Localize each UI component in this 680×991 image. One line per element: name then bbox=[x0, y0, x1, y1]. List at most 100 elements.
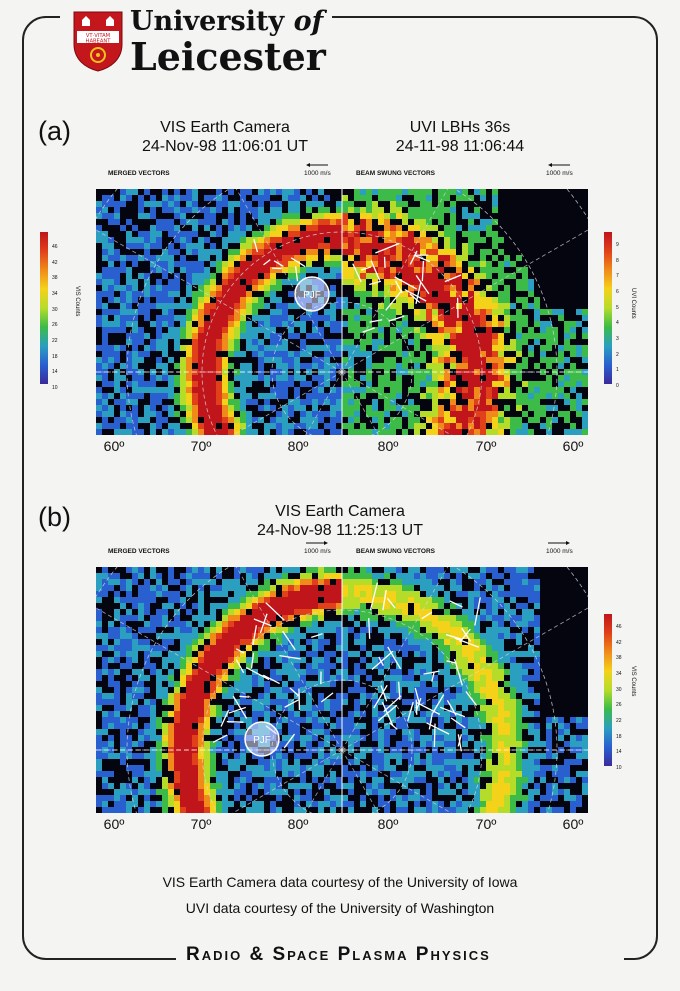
velocity-vector bbox=[409, 250, 418, 265]
panel-b-title: VIS Earth Camera 24-Nov-98 11:25:13 UT bbox=[240, 502, 440, 540]
panel-b-right-colorbar-title: VIS Counts bbox=[630, 666, 636, 697]
velocity-vector bbox=[298, 688, 301, 711]
colorbar-tick: 46 bbox=[52, 244, 58, 250]
panel-a-merged-vectors: MERGED VECTORS bbox=[108, 170, 170, 177]
velocity-vector bbox=[445, 633, 462, 640]
crest-motto-2: HABEANT bbox=[86, 39, 112, 45]
colorbar-tick: 26 bbox=[616, 702, 622, 709]
colorbar-tick: 14 bbox=[616, 749, 622, 756]
panel-a-scale-right: 1000 m/s bbox=[546, 170, 573, 177]
colorbar-tick: 7 bbox=[616, 273, 619, 280]
velocity-vector bbox=[232, 695, 248, 719]
colorbar-tick: 22 bbox=[616, 718, 622, 725]
university-crest-icon: VT·VITAM HABEANT bbox=[73, 11, 123, 72]
station-badge: PJF bbox=[244, 721, 280, 757]
panel-b-scale-right: 1000 m/s bbox=[546, 548, 573, 555]
latitude-label: 80º bbox=[377, 816, 399, 832]
velocity-vector bbox=[465, 691, 478, 706]
velocity-vector bbox=[416, 701, 441, 715]
colorbar-tick: 6 bbox=[616, 289, 619, 295]
velocity-vector bbox=[457, 734, 463, 752]
latitude-label: 70º bbox=[190, 816, 212, 832]
colorbar-tick: 2 bbox=[616, 351, 619, 358]
velocity-vector bbox=[252, 625, 258, 646]
velocity-vector bbox=[446, 660, 457, 664]
velocity-vector bbox=[294, 266, 299, 282]
velocity-vector bbox=[368, 618, 371, 639]
velocity-vector bbox=[432, 694, 445, 714]
velocity-vector bbox=[387, 646, 402, 670]
velocity-vector bbox=[375, 242, 400, 254]
panel-a-scale-left: 1000 m/s bbox=[304, 170, 331, 177]
crest-motto-1: VT·VITAM bbox=[86, 33, 110, 39]
velocity-vector bbox=[273, 260, 284, 268]
colorbar-tick: 18 bbox=[52, 353, 58, 360]
velocity-vector bbox=[369, 280, 382, 286]
velocity-vector bbox=[283, 733, 296, 749]
colorbar-tick: 38 bbox=[616, 655, 622, 662]
velocity-vector bbox=[235, 648, 245, 654]
colorbar-tick: 10 bbox=[616, 765, 622, 772]
velocity-vector bbox=[415, 281, 422, 305]
colorbar-tick: 1 bbox=[616, 367, 619, 374]
velocity-vector bbox=[220, 709, 230, 727]
velocity-vector bbox=[212, 734, 228, 743]
velocity-vector bbox=[421, 260, 425, 282]
velocity-vector bbox=[360, 266, 372, 271]
velocity-vector bbox=[394, 276, 418, 290]
panel-a-left-title: VIS Earth Camera 24-Nov-98 11:06:01 UT bbox=[130, 118, 320, 156]
velocity-vector bbox=[444, 274, 462, 283]
velocity-vector bbox=[380, 685, 388, 702]
panel-b-merged-vectors: MERGED VECTORS bbox=[108, 548, 170, 555]
panel-b-beam-swung-vectors: BEAM SWUNG VECTORS bbox=[356, 548, 435, 555]
colorbar-tick: 30 bbox=[616, 686, 622, 693]
colorbar-tick: 42 bbox=[616, 639, 622, 646]
velocity-vector bbox=[388, 722, 398, 730]
velocity-vector bbox=[428, 712, 433, 730]
panel-a-label: (a) bbox=[38, 116, 71, 146]
panel-a-auroral-map: PJF bbox=[96, 189, 588, 435]
velocity-vector bbox=[439, 706, 466, 718]
velocity-vector bbox=[226, 720, 244, 723]
latitude-label: 80º bbox=[287, 438, 309, 454]
velocity-vector bbox=[382, 589, 387, 611]
velocity-vector bbox=[253, 238, 259, 253]
panel-a-right-colorbar-title: UVI Counts bbox=[630, 288, 636, 319]
panel-b-scale-arrow-right-icon bbox=[548, 541, 570, 545]
latitude-label: 70º bbox=[190, 438, 212, 454]
colorbar-tick: 14 bbox=[52, 369, 58, 376]
colorbar-tick: 9 bbox=[616, 242, 619, 248]
velocity-vector bbox=[386, 597, 396, 609]
panel-b-title-2: 24-Nov-98 11:25:13 UT bbox=[256, 522, 423, 539]
colorbar-tick: 8 bbox=[616, 257, 619, 264]
credit-line-2: UVI data courtesy of the University of W… bbox=[185, 900, 495, 916]
panel-b-scale-arrow-left-icon bbox=[306, 541, 328, 545]
panel-a-scale-arrow-right-icon bbox=[548, 163, 570, 167]
velocity-vector bbox=[415, 275, 430, 295]
panel-b-label: (b) bbox=[38, 502, 71, 532]
velocity-vector bbox=[369, 319, 383, 323]
panel-a-right-title-2: 24-11-98 11:06:44 bbox=[395, 138, 525, 155]
velocity-vector bbox=[250, 652, 255, 669]
panel-b-scale-left: 1000 m/s bbox=[304, 548, 331, 555]
panel-a-left-colorbar bbox=[40, 232, 48, 384]
velocity-vector bbox=[352, 263, 362, 283]
velocity-vector bbox=[253, 618, 272, 627]
velocity-vector bbox=[284, 699, 299, 708]
panel-a-right-title: UVI LBHs 36s 24-11-98 11:06:44 bbox=[385, 118, 535, 156]
university-name-line1: University of bbox=[130, 6, 323, 37]
velocity-vector bbox=[409, 293, 421, 304]
velocity-vector bbox=[421, 611, 433, 620]
colorbar-tick: 22 bbox=[52, 338, 58, 345]
velocity-vector bbox=[413, 254, 431, 263]
velocity-vector bbox=[373, 684, 388, 709]
velocity-vector bbox=[415, 697, 422, 713]
panel-a-scale-arrow-left-icon bbox=[306, 163, 328, 167]
station-badge: PJF bbox=[294, 276, 330, 312]
svg-text:PJF: PJF bbox=[303, 290, 321, 301]
velocity-vector bbox=[263, 259, 271, 266]
panel-a-left-colorbar-title: VIS Counts bbox=[74, 286, 80, 317]
colorbar-tick: 42 bbox=[52, 259, 58, 266]
velocity-vector bbox=[449, 600, 463, 608]
velocity-vector bbox=[406, 701, 414, 722]
